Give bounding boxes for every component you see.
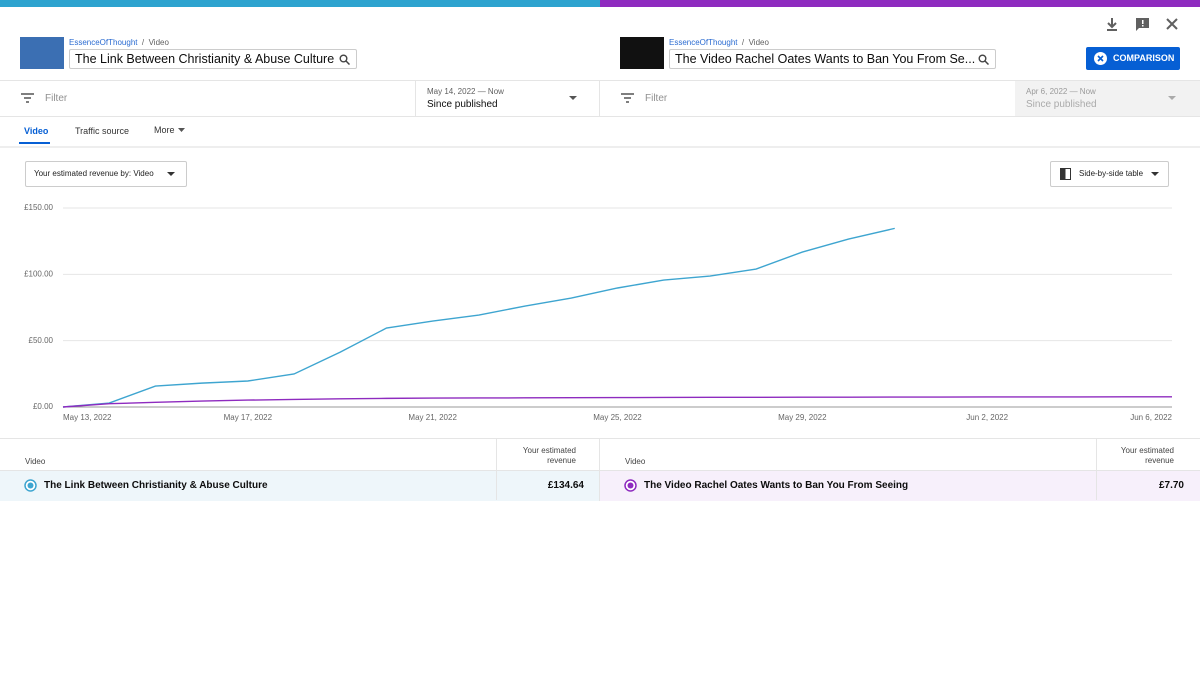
video-search[interactable]: The Video Rachel Oates Wants to Ban You …	[669, 49, 996, 69]
divider	[599, 439, 600, 500]
tab-indicator	[19, 142, 50, 144]
dropdown-arrow	[167, 172, 175, 176]
dropdown-arrow	[1151, 172, 1159, 176]
radio[interactable]	[24, 479, 37, 492]
revenue: £7.70	[1158, 480, 1184, 491]
video-name: The Video Rachel Oates Wants to Ban You …	[644, 480, 909, 491]
close-icon[interactable]	[1166, 18, 1178, 30]
series-line	[62, 396, 1172, 408]
column-header: Video	[25, 457, 46, 466]
tab-shadow	[0, 146, 1200, 148]
date-period: Since published	[1026, 99, 1097, 110]
x-tick-label: May 29, 2022	[778, 413, 827, 422]
breadcrumb: EssenceOfThought / Video	[669, 38, 769, 47]
comparison-button[interactable]: COMPARISON	[1086, 47, 1180, 70]
chart: £0.00 £50.00 £100.00 £150.00 May 13, 2022 May…	[24, 203, 1172, 422]
date-range: May 14, 2022 — Now	[427, 87, 504, 96]
filter-row: Filter Apr 6, 2022 — Now Since published	[600, 80, 1200, 117]
table-icon	[1060, 168, 1071, 180]
column-header: Your estimated revenue	[1120, 446, 1174, 465]
select-label: Your estimated revenue by: Video	[34, 169, 154, 178]
x-tick-label: Jun 6, 2022	[1130, 413, 1172, 422]
y-tick-label: £100.00	[24, 269, 53, 278]
series-line	[62, 227, 895, 408]
search-icon	[978, 54, 989, 65]
x-tick-label: May 13, 2022	[63, 413, 112, 422]
close-circle-icon	[1094, 52, 1107, 65]
row-highlight	[600, 471, 1200, 501]
thumbnail[interactable]	[620, 37, 664, 69]
dropdown-arrow	[1168, 96, 1176, 100]
thumbnail[interactable]	[20, 37, 64, 69]
search-icon	[339, 54, 350, 65]
video-name: The Link Between Christianity & Abuse Cu…	[44, 480, 268, 491]
filter-icon[interactable]	[21, 93, 34, 103]
feedback-icon[interactable]	[1136, 18, 1149, 31]
filter-icon[interactable]	[621, 93, 634, 103]
column-header: Your estimated revenue	[522, 446, 576, 465]
left-color-bar	[0, 0, 600, 7]
video-title: The Video Rachel Oates Wants to Ban You …	[675, 52, 976, 66]
view-select[interactable]: Side-by-side table	[1050, 161, 1169, 187]
row-highlight	[0, 471, 599, 501]
date-select[interactable]: May 14, 2022 — Now Since published	[415, 81, 600, 116]
date-period: Since published	[427, 99, 498, 110]
filter-input[interactable]: Filter	[645, 93, 668, 104]
x-tick-label: Jun 2, 2022	[966, 413, 1008, 422]
select-label: Side-by-side table	[1079, 169, 1144, 178]
x-tick-label: May 17, 2022	[224, 413, 273, 422]
right-color-bar	[600, 0, 1200, 7]
tab[interactable]: Video	[24, 126, 49, 136]
date-select: Apr 6, 2022 — Now Since published	[1015, 81, 1200, 116]
crumb: Video	[148, 38, 169, 47]
filter-row: Filter May 14, 2022 — Now Since publishe…	[0, 80, 600, 117]
metric-select[interactable]: Your estimated revenue by: Video	[25, 161, 187, 187]
download-icon[interactable]	[1107, 18, 1117, 31]
divider	[496, 439, 497, 500]
table-row-bg	[0, 470, 1200, 501]
dropdown-arrow	[569, 96, 577, 100]
breadcrumb: EssenceOfThought / Video	[69, 38, 169, 47]
video-search[interactable]: The Link Between Christianity & Abuse Cu…	[69, 49, 357, 69]
channel-link[interactable]: EssenceOfThought	[69, 38, 138, 47]
video-title: The Link Between Christianity & Abuse Cu…	[75, 52, 335, 66]
button-label: COMPARISON	[1113, 53, 1175, 63]
filter-input[interactable]: Filter	[45, 93, 68, 104]
radio[interactable]	[624, 479, 637, 492]
date-range: Apr 6, 2022 — Now	[1026, 87, 1096, 96]
tab[interactable]: More	[154, 125, 175, 135]
revenue: £134.64	[547, 480, 584, 491]
crumb: Video	[748, 38, 769, 47]
x-tick-label: May 21, 2022	[408, 413, 457, 422]
x-tick-label: May 25, 2022	[593, 413, 642, 422]
tab[interactable]: Traffic source	[75, 126, 130, 136]
toolbar-icons	[1107, 18, 1178, 31]
column-header: Video	[625, 457, 646, 466]
dropdown-arrow	[178, 128, 185, 132]
channel-link[interactable]: EssenceOfThought	[669, 38, 738, 47]
y-tick-label: £0.00	[33, 402, 54, 411]
y-tick-label: £150.00	[24, 203, 53, 212]
comparison-table: Video Your estimated revenue Video Your …	[0, 438, 1200, 501]
y-tick-label: £50.00	[29, 336, 54, 345]
divider	[1096, 439, 1097, 500]
